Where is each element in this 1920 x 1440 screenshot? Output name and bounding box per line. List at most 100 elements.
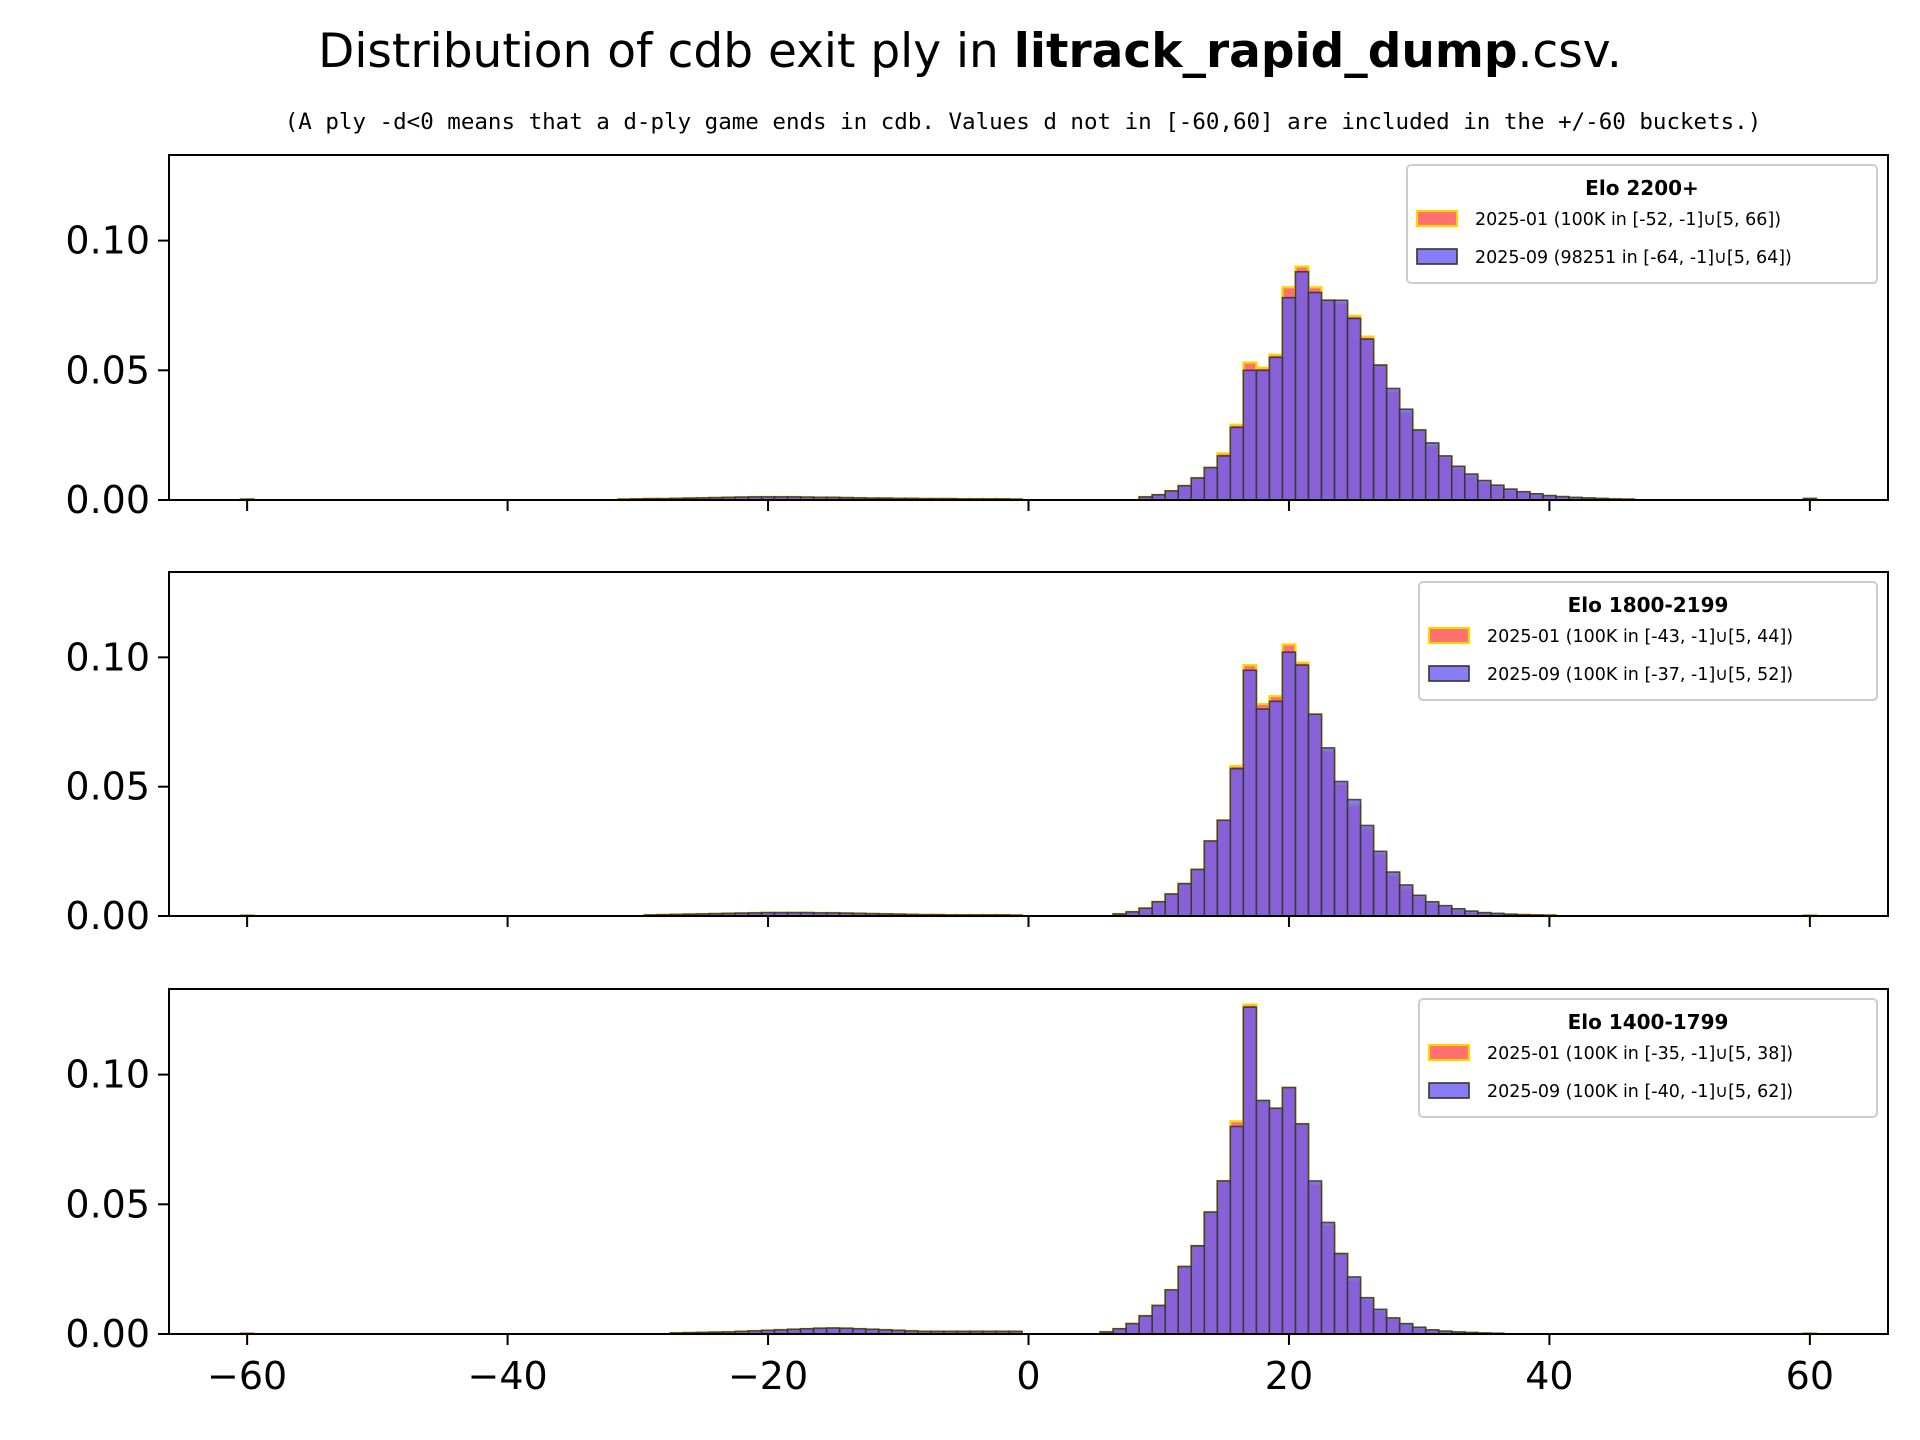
bar [1242, 1006, 1258, 1335]
bar [1385, 387, 1401, 501]
bar [1242, 369, 1258, 501]
bar [1411, 894, 1427, 917]
legend-label-2025-01: 2025-01 (100K in [-43, -1]∪[5, 44]) [1487, 627, 1793, 647]
bar [1164, 1289, 1180, 1335]
bar [1346, 317, 1362, 501]
bar [1125, 1322, 1140, 1335]
bar [1177, 882, 1193, 917]
bar [1307, 1180, 1323, 1335]
legend-title: Elo 2200+ [1585, 176, 1699, 200]
bar [1359, 824, 1375, 917]
bar [1359, 1296, 1375, 1335]
bar [1372, 850, 1388, 917]
legend-swatch-2025-01 [1415, 209, 1459, 228]
bar [1177, 1265, 1193, 1335]
legend-label-2025-09: 2025-09 (100K in [-40, -1]∪[5, 62]) [1487, 1082, 1793, 1102]
y-tick-label: 0.05 [65, 765, 150, 809]
y-tick-label: 0.00 [65, 478, 150, 522]
bar [1281, 296, 1297, 501]
bar [1463, 473, 1479, 501]
bar [1255, 708, 1271, 917]
legend-label-2025-01: 2025-01 (100K in [-52, -1]∪[5, 66]) [1475, 210, 1781, 230]
y-tick-label: 0.05 [65, 1182, 150, 1226]
legend-frame [1418, 998, 1878, 1118]
chart-title-suffix: .csv. [1517, 24, 1621, 79]
chart-title-bold: litrack_rapid_dump [1014, 24, 1518, 79]
bar [1229, 426, 1245, 501]
legend-label-2025-09: 2025-09 (98251 in [-64, -1]∪[5, 64]) [1475, 248, 1792, 268]
x-tick-label: 40 [1525, 1354, 1573, 1398]
bar [1203, 466, 1219, 501]
legend-frame [1406, 164, 1878, 284]
bar [1411, 1326, 1427, 1335]
bar [1424, 442, 1440, 501]
bar [1190, 477, 1206, 501]
bar [1503, 488, 1518, 501]
bar [1346, 1276, 1362, 1335]
x-tick-label: −60 [207, 1354, 287, 1398]
bar [1177, 484, 1193, 501]
bar [1216, 819, 1232, 917]
bar [1216, 455, 1232, 501]
subplots: 0.00 0.05 0.10 Elo 2200+ 2025-01 (100K in [-… [65, 154, 1889, 1398]
y-tick-label: 0.05 [65, 348, 150, 392]
bar [1255, 369, 1271, 501]
bar [1372, 364, 1388, 501]
bar [1190, 1245, 1206, 1335]
bar [1333, 780, 1349, 917]
bar [1333, 1252, 1349, 1335]
bar [1190, 868, 1206, 917]
series-2025-09 [239, 270, 1818, 501]
legend: Elo 2200+ 2025-01 (100K in [-52, -1]∪[5, … [1406, 164, 1878, 284]
bar [1229, 767, 1245, 917]
bar [1281, 651, 1297, 917]
bar [1516, 490, 1531, 501]
bar [1164, 490, 1180, 501]
bar [1164, 893, 1180, 917]
bar [1294, 1123, 1310, 1335]
bar [1138, 1315, 1154, 1335]
bar [1437, 455, 1453, 501]
bar [1151, 1304, 1167, 1335]
x-tick-label: 60 [1786, 1354, 1834, 1398]
legend-swatch-2025-09 [1416, 248, 1458, 265]
bar [1268, 700, 1284, 917]
bar [1307, 713, 1323, 917]
bar [1307, 291, 1323, 501]
bar [1437, 904, 1453, 917]
chart-title-prefix: Distribution of cdb exit ply in [318, 24, 1014, 79]
bar [1268, 1107, 1284, 1335]
y-tick-label: 0.10 [65, 219, 150, 263]
bar [1450, 907, 1466, 917]
bar [1151, 900, 1167, 917]
legend-swatch-2025-09 [1428, 1082, 1470, 1099]
y-tick-label: 0.00 [65, 894, 150, 938]
legend: Elo 1400-1799 2025-01 (100K in [-35, -1]∪… [1418, 998, 1878, 1118]
chart-title: Distribution of cdb exit ply in litrack_… [318, 24, 1622, 79]
bar [1333, 299, 1349, 501]
series-2025-01 [239, 265, 1818, 502]
legend-title: Elo 1800-2199 [1568, 593, 1729, 617]
x-tick-label: 20 [1265, 1354, 1313, 1398]
chart-subtitle: (A ply -d<0 means that a d-ply game ends… [285, 109, 1762, 135]
bar [1398, 408, 1414, 501]
bar [1294, 664, 1310, 917]
y-tick-label: 0.00 [65, 1312, 150, 1356]
legend-label-2025-09: 2025-09 (100K in [-37, -1]∪[5, 52]) [1487, 665, 1793, 685]
bar [1411, 429, 1427, 501]
legend-swatch-2025-01 [1427, 1043, 1471, 1062]
legend-frame [1418, 581, 1878, 701]
bar [1320, 747, 1336, 917]
subplot-2: 0.00 0.05 0.10 Elo 1800-2199 2025-01 (100K i… [65, 571, 1889, 938]
bar [1385, 1317, 1401, 1335]
bar [1398, 884, 1414, 917]
bar [1255, 1099, 1271, 1335]
bar [1346, 798, 1362, 917]
bar [1424, 900, 1440, 917]
bar [1450, 465, 1466, 501]
bar [1490, 484, 1505, 501]
bar [1203, 1211, 1219, 1335]
y-tick-label: 0.10 [65, 1053, 150, 1097]
subplot-1: 0.00 0.05 0.10 Elo 2200+ 2025-01 (100K in [-… [65, 154, 1889, 522]
